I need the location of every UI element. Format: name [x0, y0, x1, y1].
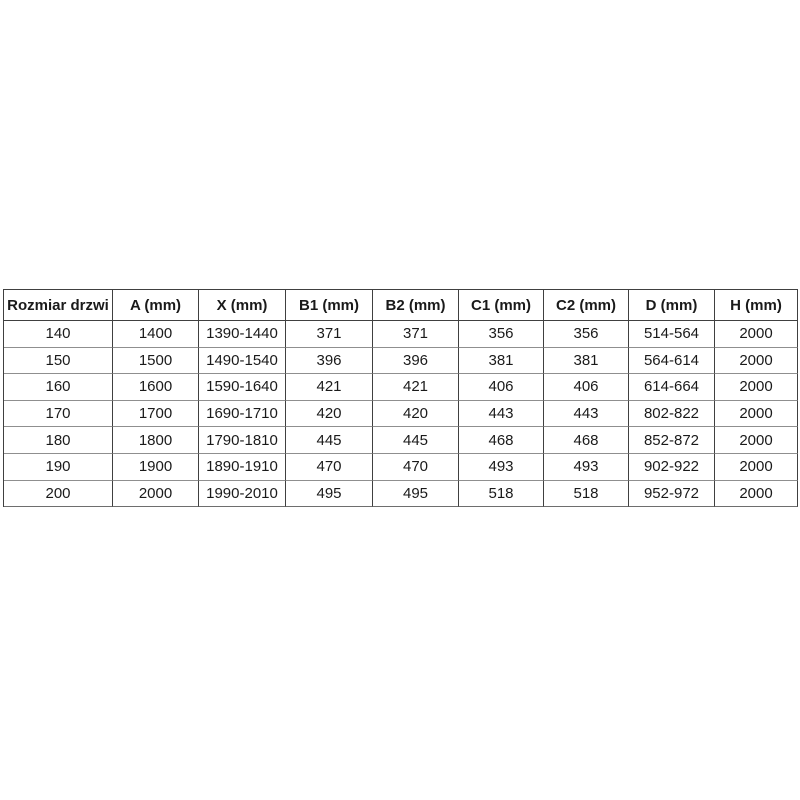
table-cell: 170 — [4, 400, 113, 428]
column-header-3: B1 (mm) — [286, 290, 373, 321]
table-row-4: 180 1800 1790-1810 445 445 468 468 852-872 2000 — [4, 427, 798, 454]
table-cell: 514-564 — [629, 321, 715, 348]
column-header-6: C2 (mm) — [544, 290, 629, 321]
table-cell: 420 — [286, 400, 373, 428]
table-cell: 1500 — [113, 347, 199, 375]
table-cell: 518 — [544, 480, 629, 508]
table-cell: 396 — [286, 347, 373, 375]
table-cell: 443 — [544, 400, 629, 428]
table-cell: 421 — [373, 374, 459, 401]
table-row-2: 160 1600 1590-1640 421 421 406 406 614-664 2000 — [4, 374, 798, 401]
column-header-2: X (mm) — [199, 290, 286, 321]
table-cell: 1800 — [113, 427, 199, 454]
table-cell: 2000 — [113, 480, 199, 508]
table-cell: 1490-1540 — [199, 347, 286, 375]
table-cell: 356 — [459, 321, 544, 348]
table-cell: 421 — [286, 374, 373, 401]
table-cell: 468 — [544, 427, 629, 454]
table-cell: 2000 — [715, 347, 798, 375]
table-cell: 406 — [544, 374, 629, 401]
table-cell: 190 — [4, 453, 113, 481]
column-header-4: B2 (mm) — [373, 290, 459, 321]
table-cell: 802-822 — [629, 400, 715, 428]
table-cell: 2000 — [715, 400, 798, 428]
table-cell: 468 — [459, 427, 544, 454]
column-header-5: C1 (mm) — [459, 290, 544, 321]
table-cell: 952-972 — [629, 480, 715, 508]
table-cell: 1790-1810 — [199, 427, 286, 454]
table-cell: 1890-1910 — [199, 453, 286, 481]
table-row-0: 140 1400 1390-1440 371 371 356 356 514-564 2000 — [4, 321, 798, 348]
table-cell: 1990-2010 — [199, 480, 286, 508]
table-cell: 381 — [544, 347, 629, 375]
table-cell: 470 — [286, 453, 373, 481]
table-cell: 518 — [459, 480, 544, 508]
table-cell: 445 — [286, 427, 373, 454]
table-cell: 356 — [544, 321, 629, 348]
table-cell: 1690-1710 — [199, 400, 286, 428]
table-cell: 140 — [4, 321, 113, 348]
table-cell: 200 — [4, 480, 113, 508]
table-cell: 420 — [373, 400, 459, 428]
table-cell: 1590-1640 — [199, 374, 286, 401]
table-cell: 180 — [4, 427, 113, 454]
table-cell: 2000 — [715, 480, 798, 508]
table-cell: 495 — [373, 480, 459, 508]
table-cell: 160 — [4, 374, 113, 401]
table-cell: 564-614 — [629, 347, 715, 375]
column-header-7: D (mm) — [629, 290, 715, 321]
table-row-5: 190 1900 1890-1910 470 470 493 493 902-922 2000 — [4, 453, 798, 481]
table-row-3: 170 1700 1690-1710 420 420 443 443 802-822 2000 — [4, 400, 798, 428]
table-header-row: Rozmiar drzwi A (mm) X (mm) B1 (mm) B2 (mm) C… — [4, 290, 798, 321]
table-cell: 371 — [286, 321, 373, 348]
column-header-8: H (mm) — [715, 290, 798, 321]
table-cell: 2000 — [715, 427, 798, 454]
table-cell: 902-922 — [629, 453, 715, 481]
table-cell: 493 — [544, 453, 629, 481]
table-cell: 1900 — [113, 453, 199, 481]
table-cell: 445 — [373, 427, 459, 454]
table-cell: 1700 — [113, 400, 199, 428]
table-row-6: 200 2000 1990-2010 495 495 518 518 952-972 2000 — [4, 480, 798, 508]
table-cell: 150 — [4, 347, 113, 375]
table-cell: 1390-1440 — [199, 321, 286, 348]
column-header-0: Rozmiar drzwi — [4, 290, 113, 321]
table-cell: 406 — [459, 374, 544, 401]
table-cell: 493 — [459, 453, 544, 481]
table-cell: 852-872 — [629, 427, 715, 454]
table-cell: 614-664 — [629, 374, 715, 401]
table-cell: 371 — [373, 321, 459, 348]
door-dimensions-table: Rozmiar drzwi A (mm) X (mm) B1 (mm) B2 (mm) C… — [3, 289, 798, 508]
table-cell: 2000 — [715, 453, 798, 481]
table-cell: 2000 — [715, 321, 798, 348]
table-cell: 495 — [286, 480, 373, 508]
column-header-1: A (mm) — [113, 290, 199, 321]
table-cell: 470 — [373, 453, 459, 481]
table-row-1: 150 1500 1490-1540 396 396 381 381 564-614 2000 — [4, 347, 798, 375]
table-cell: 381 — [459, 347, 544, 375]
table-cell: 396 — [373, 347, 459, 375]
table-cell: 443 — [459, 400, 544, 428]
table-cell: 2000 — [715, 374, 798, 401]
table-cell: 1600 — [113, 374, 199, 401]
table-cell: 1400 — [113, 321, 199, 348]
